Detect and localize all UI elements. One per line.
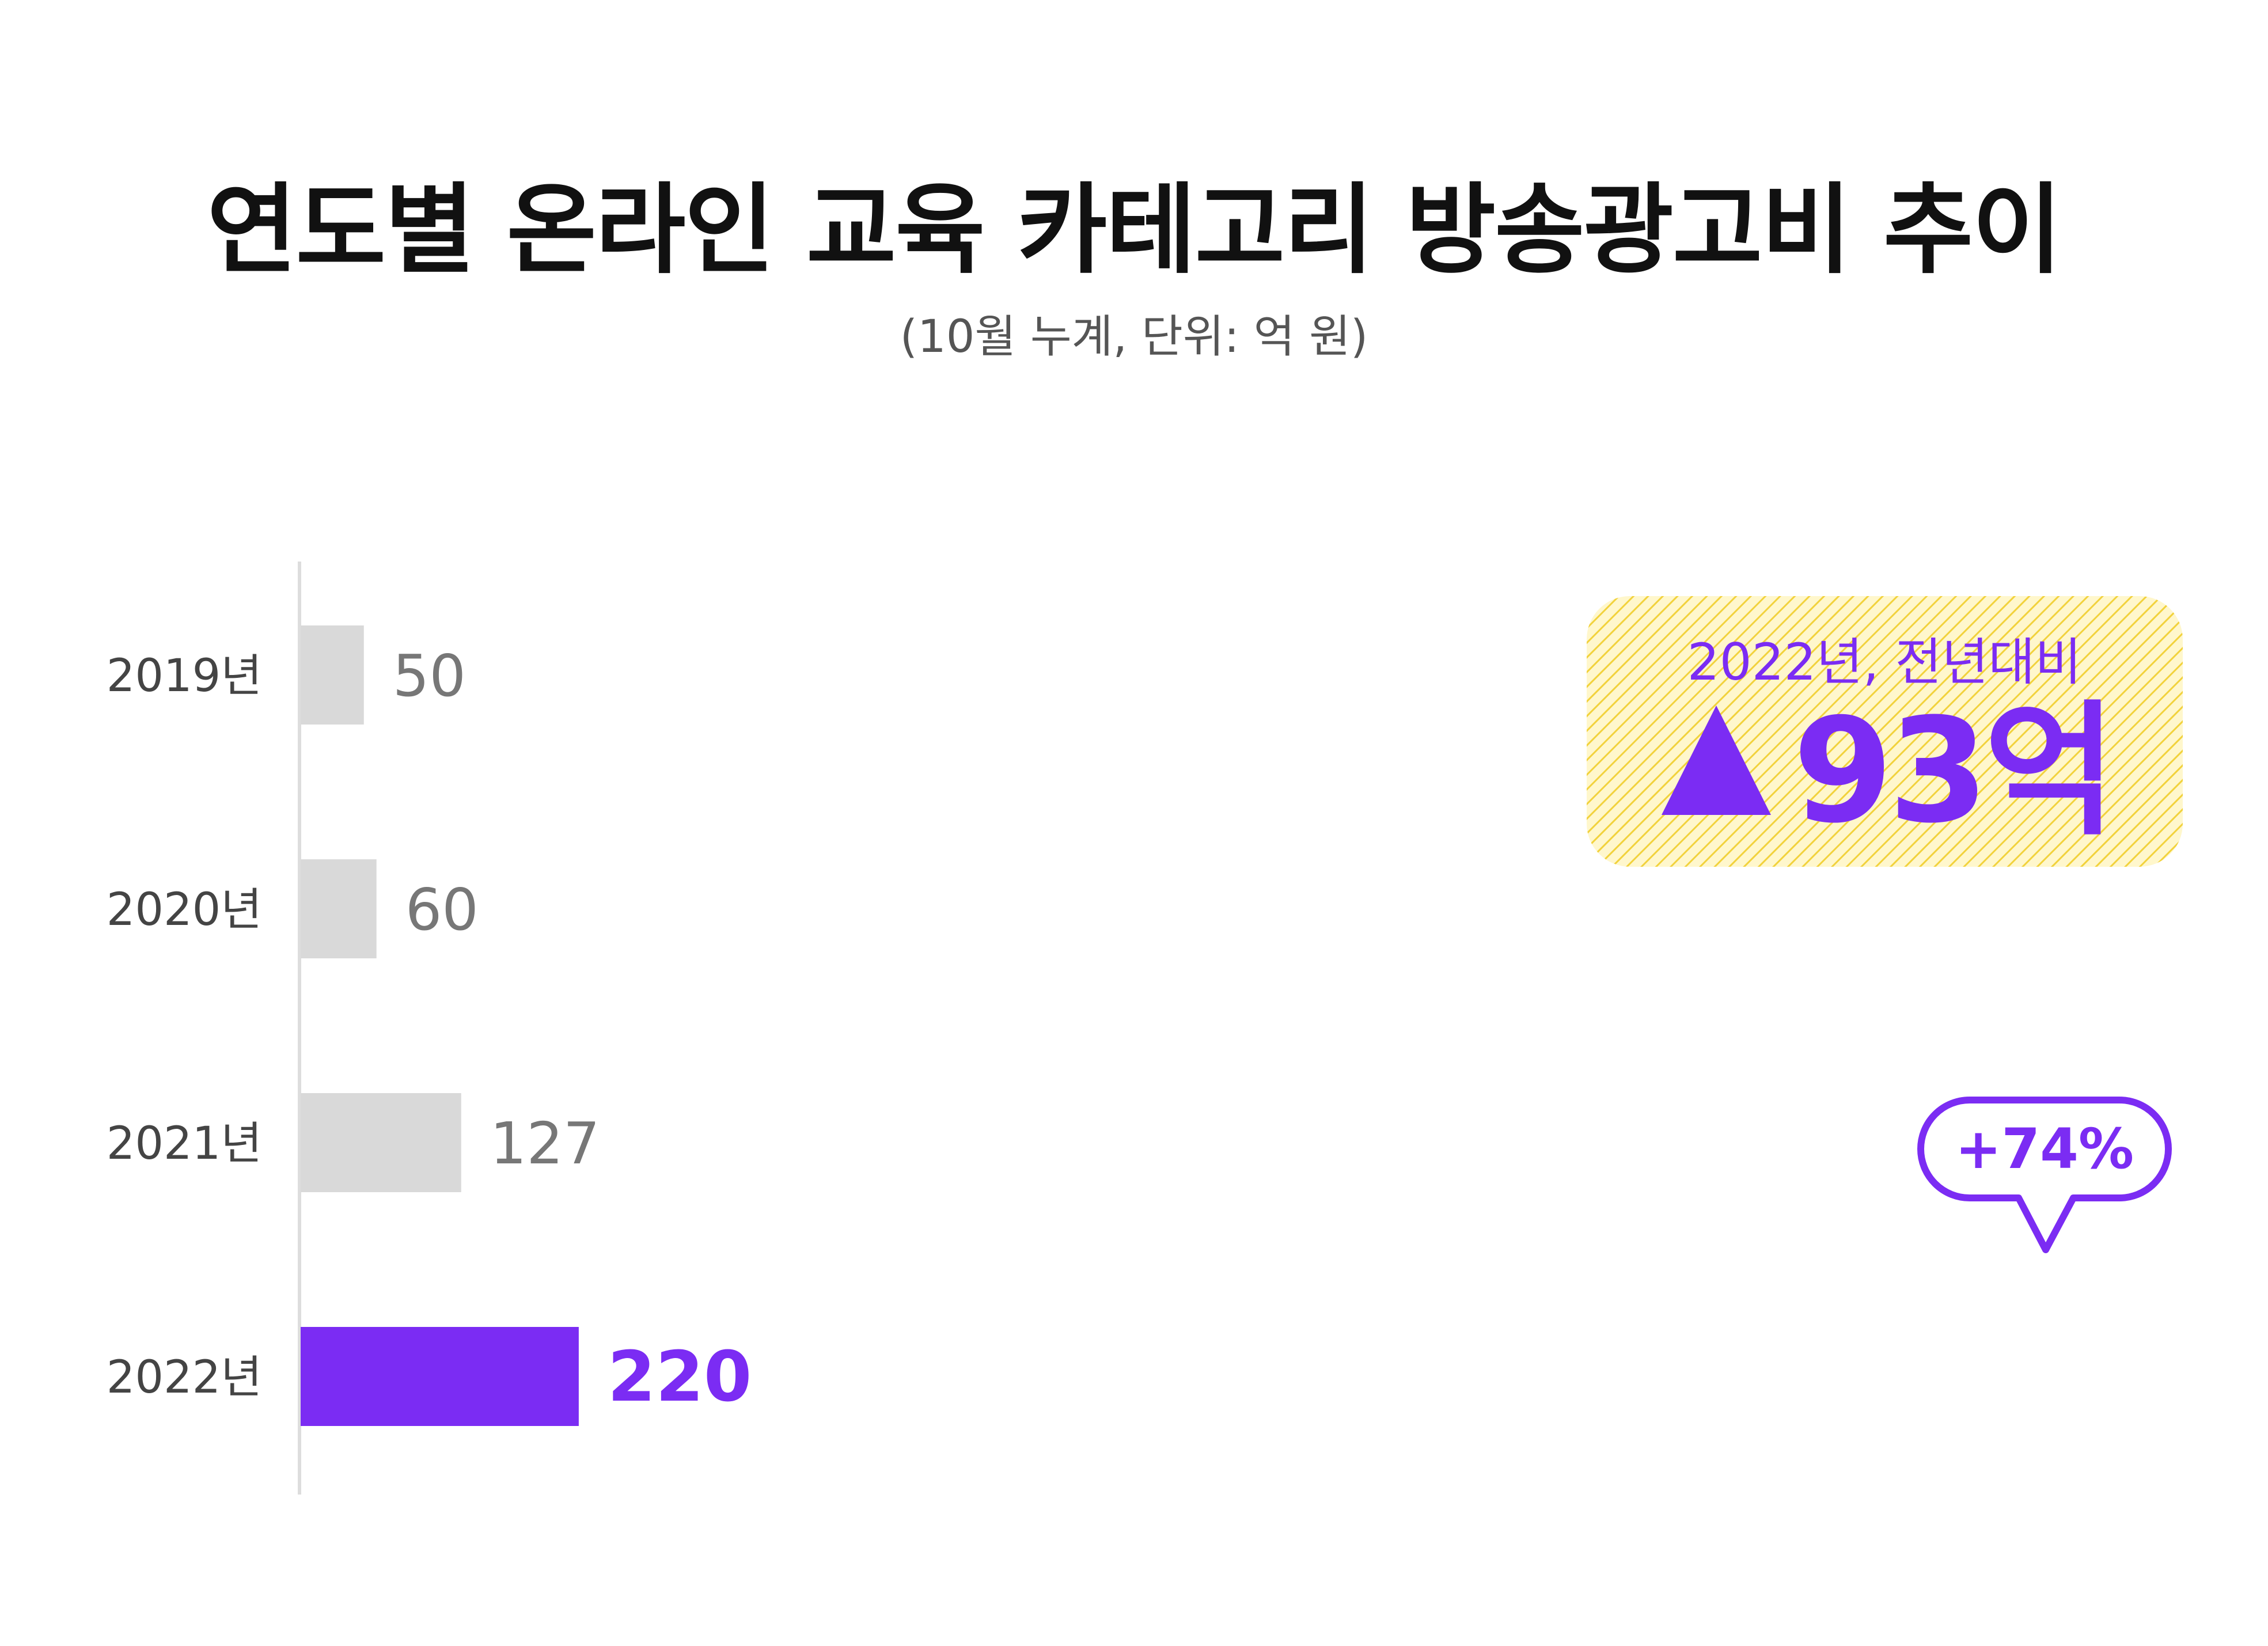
bubble-text: +74% [1955, 1117, 2134, 1181]
yoy-callout: 2022년, 전년대비 93억 [1587, 596, 2183, 867]
callout-value: 93억 [1793, 687, 2112, 855]
callout-subtitle: 2022년, 전년대비 [1687, 632, 2082, 692]
chart-subtitle: (10월 누계, 단위: 억 원) [900, 311, 1368, 363]
growth-bubble: +74% [1917, 1097, 2172, 1253]
chart-title: 연도별 온라인 교육 카테고리 방송광고비 추이 [207, 173, 2062, 287]
value-label-3: 220 [608, 1337, 752, 1417]
category-label-3: 2022년 [107, 1352, 262, 1404]
value-label-2: 127 [490, 1110, 600, 1177]
category-label-2: 2021년 [107, 1118, 262, 1170]
up-triangle-icon [1662, 706, 1771, 815]
value-label-1: 60 [405, 876, 479, 943]
value-label-0: 50 [393, 642, 466, 710]
category-labels: 2019년 2020년 2021년 2022년 [107, 650, 262, 1404]
bar-1 [301, 859, 377, 958]
bars-group [301, 625, 579, 1426]
category-label-1: 2020년 [107, 884, 262, 936]
bar-3 [301, 1327, 579, 1426]
bar-0 [301, 625, 364, 725]
value-labels: 50 60 127 220 [393, 642, 752, 1417]
bubble-outline [1917, 1097, 2172, 1253]
bar-2 [301, 1093, 461, 1192]
category-label-0: 2019년 [107, 650, 262, 702]
